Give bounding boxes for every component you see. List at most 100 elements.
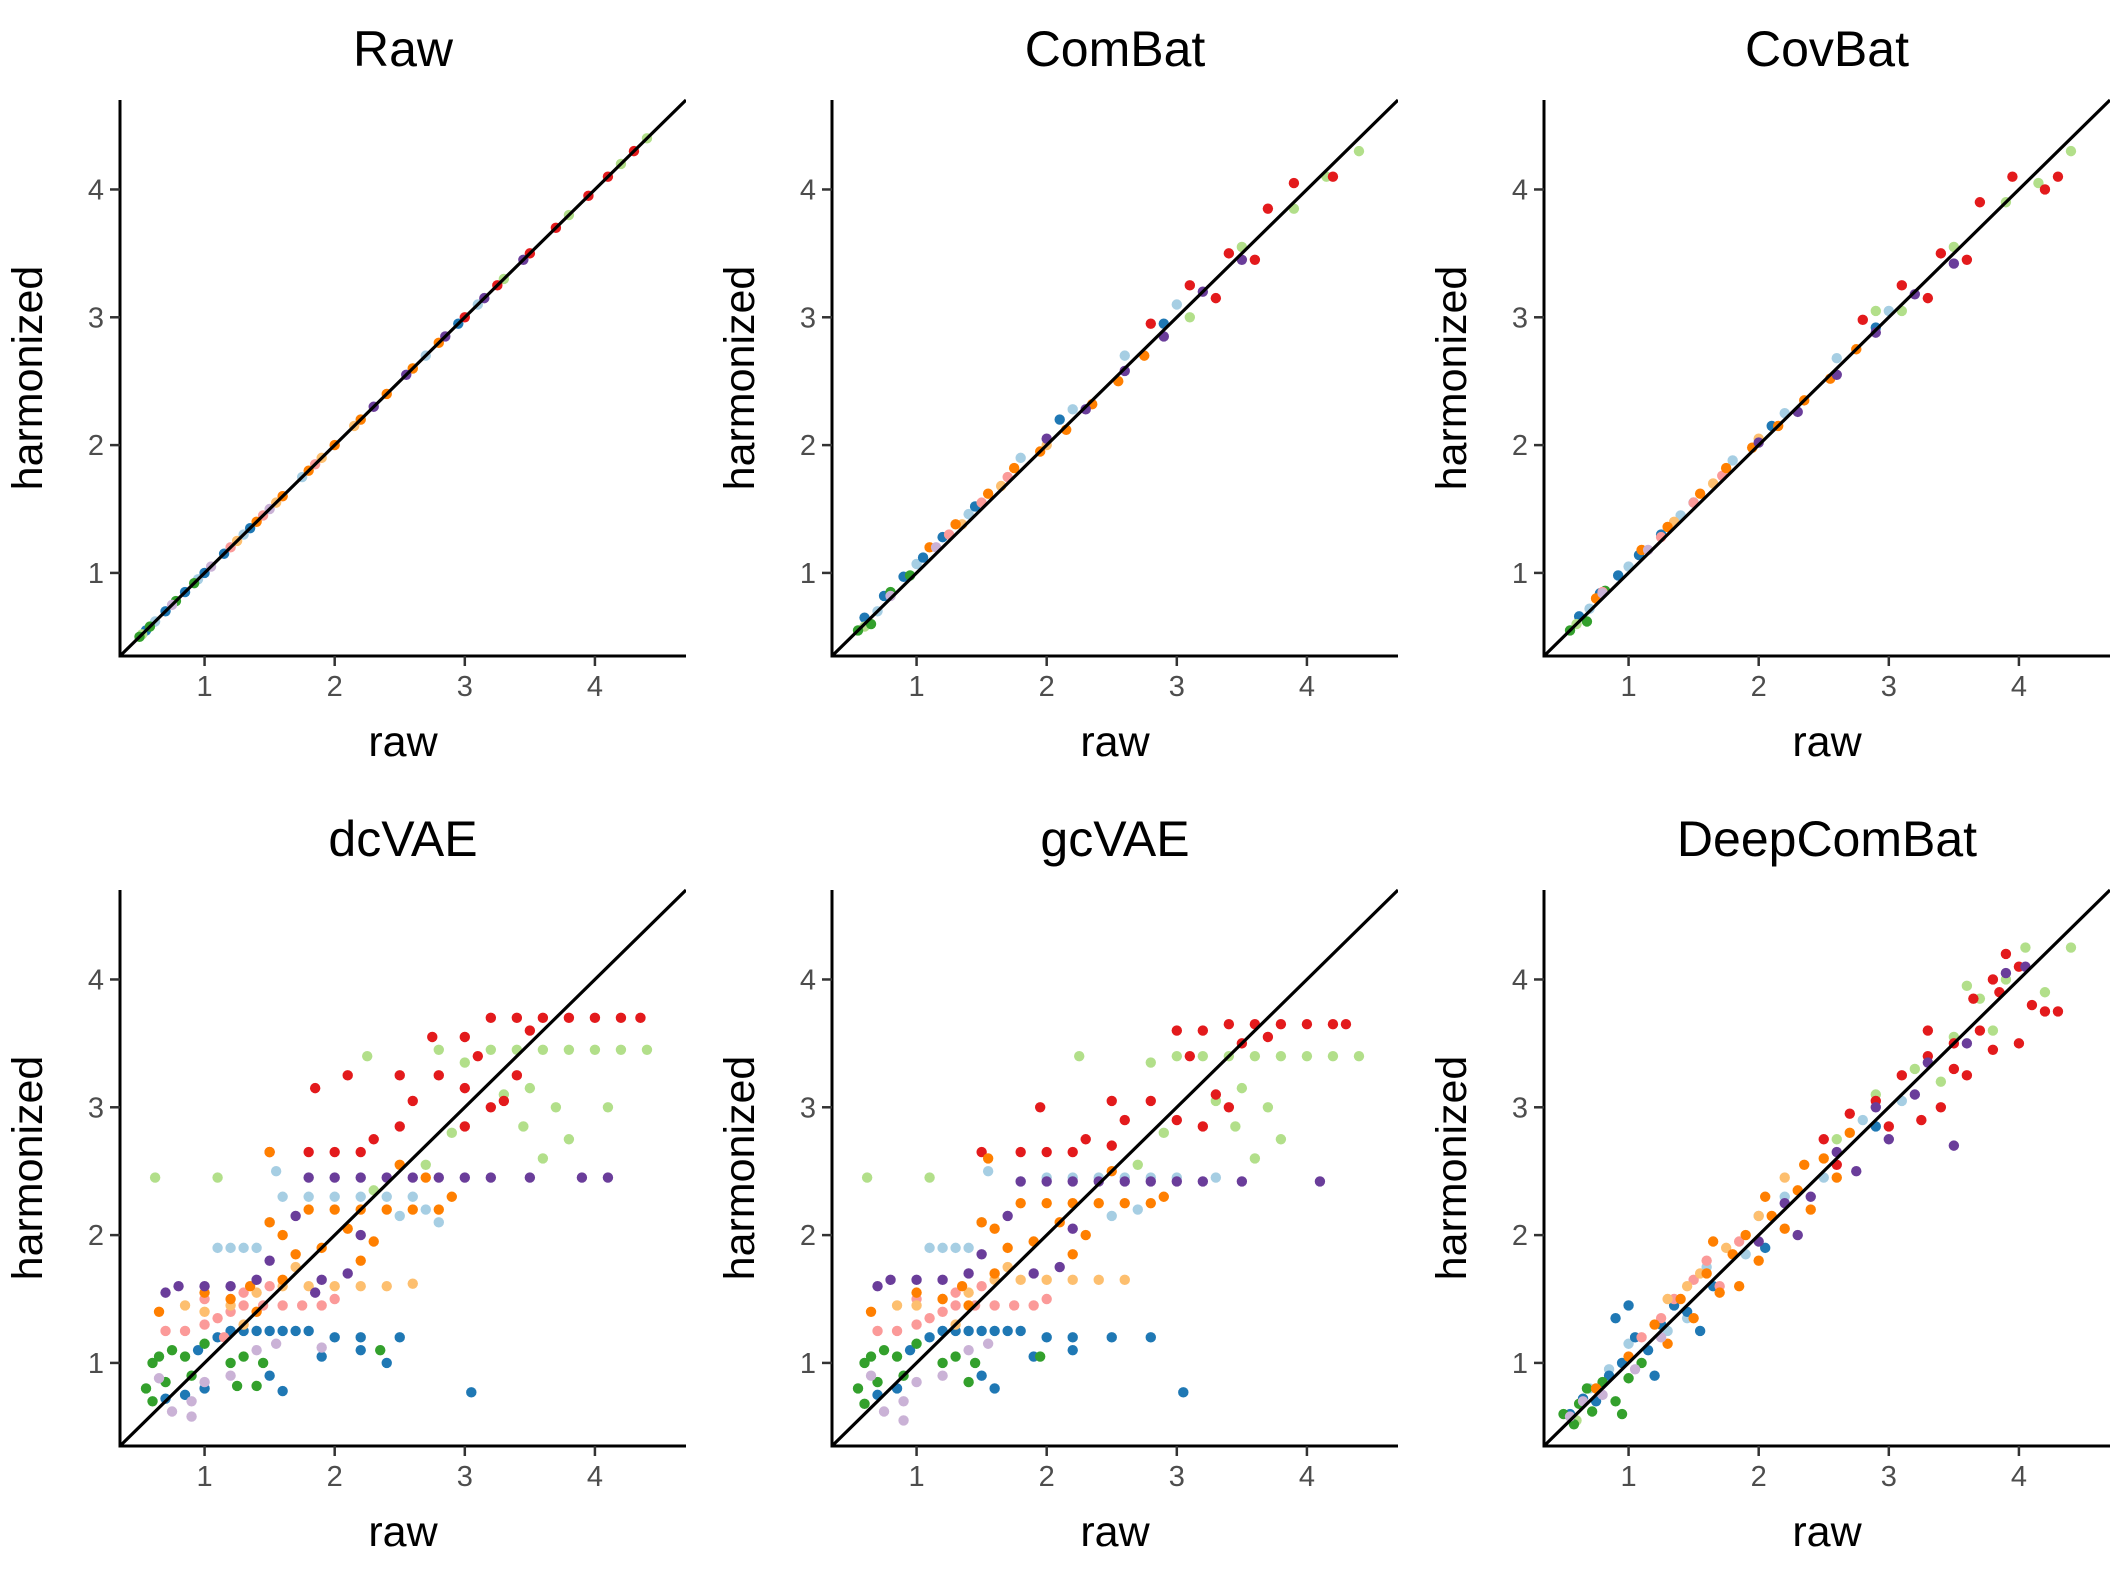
y-axis-title: harmonized bbox=[4, 266, 52, 491]
data-point bbox=[264, 1325, 275, 1337]
data-point bbox=[296, 1300, 308, 1311]
data-point bbox=[303, 1191, 314, 1202]
data-point bbox=[1197, 1121, 1209, 1132]
data-point bbox=[878, 1344, 890, 1356]
data-point bbox=[1067, 1176, 1078, 1187]
y-tick-label: 1 bbox=[800, 558, 816, 590]
data-point bbox=[257, 1357, 269, 1369]
data-point bbox=[1093, 1274, 1104, 1286]
data-point bbox=[1753, 1255, 1764, 1266]
data-point bbox=[2065, 145, 2077, 157]
data-point bbox=[976, 1217, 987, 1228]
panel-4: gcVAE 1 2 3 4 1 2 3 4 raw harmonized bbox=[716, 811, 1398, 1556]
data-point bbox=[576, 1172, 588, 1183]
data-point bbox=[976, 1370, 987, 1381]
data-point bbox=[212, 1172, 223, 1183]
data-point bbox=[950, 1300, 961, 1311]
data-point bbox=[1612, 570, 1624, 581]
data-point bbox=[355, 1344, 366, 1356]
data-point bbox=[199, 1338, 210, 1349]
x-tick-label: 2 bbox=[1039, 1461, 1055, 1493]
data-point bbox=[989, 1325, 1000, 1337]
data-point bbox=[937, 1306, 948, 1317]
y-tick-label: 3 bbox=[800, 1092, 816, 1124]
data-point bbox=[1119, 1176, 1130, 1187]
x-axis-title: raw bbox=[1792, 1508, 1862, 1556]
data-point bbox=[602, 1172, 614, 1183]
data-point bbox=[179, 1389, 191, 1401]
data-point bbox=[1779, 1172, 1790, 1183]
data-point bbox=[394, 1070, 405, 1081]
data-point bbox=[303, 1204, 314, 1215]
data-point bbox=[589, 1012, 601, 1024]
data-point bbox=[1067, 1274, 1078, 1286]
data-point bbox=[1581, 616, 1593, 627]
data-point bbox=[1707, 1236, 1719, 1247]
data-point bbox=[1210, 292, 1222, 304]
data-point bbox=[1080, 1229, 1091, 1241]
data-point bbox=[1636, 1357, 1647, 1369]
x-tick-label: 1 bbox=[197, 1461, 213, 1493]
data-point bbox=[852, 1383, 864, 1394]
data-point bbox=[937, 1370, 948, 1381]
data-point bbox=[1688, 1312, 1699, 1324]
data-point bbox=[2000, 948, 2012, 960]
data-point bbox=[407, 1204, 418, 1215]
data-point bbox=[982, 488, 994, 499]
data-point bbox=[911, 1274, 922, 1286]
data-point bbox=[989, 1300, 1000, 1311]
y-tick-label: 2 bbox=[1512, 1220, 1528, 1252]
x-tick-label: 3 bbox=[457, 1461, 473, 1493]
reference-line bbox=[120, 98, 686, 656]
data-point bbox=[891, 1325, 903, 1337]
data-point bbox=[1262, 1102, 1274, 1113]
data-point bbox=[316, 1351, 327, 1362]
data-point bbox=[1145, 318, 1156, 329]
data-point bbox=[225, 1242, 236, 1254]
data-point bbox=[1171, 1050, 1183, 1062]
data-point bbox=[635, 1012, 646, 1024]
data-point bbox=[342, 1070, 353, 1081]
data-point bbox=[1015, 452, 1026, 464]
data-point bbox=[1236, 1176, 1248, 1187]
data-point bbox=[277, 1325, 288, 1337]
data-point bbox=[641, 1044, 653, 1055]
panel-3: dcVAE 1 2 3 4 1 2 3 4 raw harmonized bbox=[4, 811, 686, 1556]
data-point bbox=[1694, 1325, 1706, 1337]
data-point bbox=[1961, 254, 1973, 265]
panel-2: CovBat 1 2 3 4 1 2 3 4 raw harmonized bbox=[1428, 21, 2110, 766]
data-point bbox=[407, 1278, 418, 1289]
reference-line bbox=[832, 98, 1398, 656]
data-point bbox=[1074, 1050, 1085, 1062]
data-point bbox=[1301, 1019, 1313, 1030]
data-point bbox=[969, 1357, 981, 1369]
data-point bbox=[1067, 1223, 1078, 1234]
data-point bbox=[2013, 1038, 2025, 1049]
data-point bbox=[1922, 1025, 1934, 1036]
data-point bbox=[244, 1281, 256, 1292]
data-point bbox=[963, 508, 974, 520]
data-point bbox=[329, 1146, 340, 1158]
data-point bbox=[303, 1172, 314, 1183]
data-point bbox=[264, 1281, 275, 1292]
data-point bbox=[524, 1025, 536, 1036]
y-tick-label: 2 bbox=[800, 1220, 816, 1252]
x-tick-label: 1 bbox=[909, 1461, 925, 1493]
data-point bbox=[1623, 1373, 1634, 1384]
data-point bbox=[885, 1274, 896, 1286]
data-point bbox=[153, 1373, 165, 1384]
data-point bbox=[160, 1393, 171, 1404]
data-point bbox=[1301, 1050, 1313, 1062]
y-axis-title: harmonized bbox=[4, 1056, 52, 1281]
panel-title: gcVAE bbox=[1040, 811, 1189, 867]
data-point bbox=[963, 1376, 974, 1388]
data-point bbox=[420, 1159, 431, 1171]
data-point bbox=[976, 1281, 987, 1292]
data-point bbox=[950, 1287, 961, 1298]
data-point bbox=[225, 1293, 236, 1305]
data-point bbox=[1015, 1176, 1026, 1187]
data-point bbox=[1714, 1287, 1725, 1298]
data-point bbox=[1197, 1050, 1209, 1062]
x-tick-label: 1 bbox=[1621, 671, 1637, 703]
data-point bbox=[1662, 521, 1673, 533]
